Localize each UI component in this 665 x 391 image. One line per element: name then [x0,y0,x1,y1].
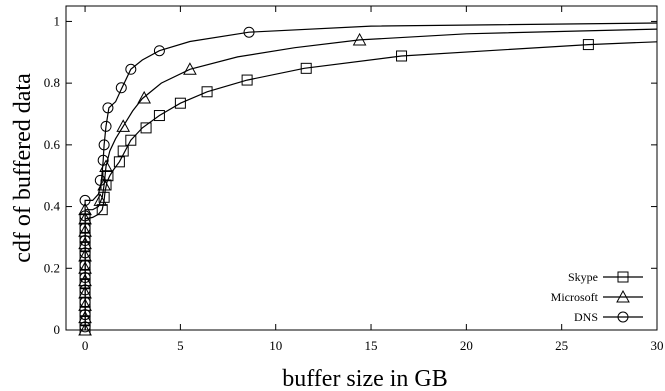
legend-label-skype: Skype [568,270,598,284]
dns-marker [98,139,110,151]
skype-marker [396,50,408,62]
x-tick-label: 15 [365,338,378,353]
dns-marker [100,120,112,132]
dns-marker [153,45,165,57]
skype-marker [201,86,213,98]
dns-marker [79,272,91,284]
microsoft-marker [116,119,131,132]
skype-marker [174,97,186,109]
x-tick-label: 10 [269,338,282,353]
microsoft-marker [183,62,197,75]
plot-frame [65,5,658,331]
y-tick-label: 1 [54,13,61,28]
dns-marker [79,296,91,308]
skype-marker [117,145,129,157]
x-tick-label: 20 [460,338,473,353]
dns-marker [79,321,91,333]
y-tick-label: 0.8 [44,75,60,90]
dns-marker [102,102,114,114]
skype-marker [241,74,253,86]
x-axis-title: buffer size in GB [282,366,448,391]
y-tick-label: 0 [54,322,61,337]
legend-marker-microsoft [616,289,630,303]
legend: Skype Microsoft DNS [551,270,643,324]
dns-marker [125,63,137,75]
dns-marker [79,259,91,271]
dns-marker [243,26,255,38]
dns-marker [79,210,91,222]
skype-marker [125,134,137,146]
microsoft-marker [137,90,152,104]
y-tick-label: 0.4 [44,199,61,214]
dns-marker [79,284,91,296]
skype-marker [96,204,108,216]
skype-marker [153,110,165,122]
skype-marker [582,39,594,51]
legend-label-microsoft: Microsoft [551,290,599,304]
skype-line [84,41,658,330]
dns-marker [115,82,127,94]
microsoft-marker [78,322,92,336]
legend-label-dns: DNS [574,310,598,324]
skype-marker [140,122,152,134]
x-tick-label: 5 [177,338,184,353]
dns-marker [97,154,109,166]
series-layer [78,22,658,336]
microsoft-marker [352,32,367,46]
y-tick-label: 0.6 [44,137,61,152]
series-dns [79,22,658,333]
y-tick-label: 0.2 [44,260,60,275]
microsoft-line [84,28,658,330]
dns-marker [79,235,91,247]
x-tick-label: 0 [82,338,89,353]
dns-marker [79,222,91,234]
microsoft-marker [93,193,108,206]
skype-marker [113,156,125,168]
dns-marker [79,194,91,206]
legend-marker-skype [617,271,629,283]
dns-marker [79,309,91,321]
axis-ticks: 0 5 10 15 20 25 30 0 0.2 0.4 0.6 0.8 1 [44,6,664,353]
x-tick-label: 30 [651,338,664,353]
dns-marker [94,174,106,186]
skype-marker [300,62,312,74]
dns-marker [79,247,91,259]
x-tick-label: 25 [555,338,568,353]
legend-marker-dns [617,311,629,323]
y-axis-title: cdf of buffered data [10,73,36,263]
